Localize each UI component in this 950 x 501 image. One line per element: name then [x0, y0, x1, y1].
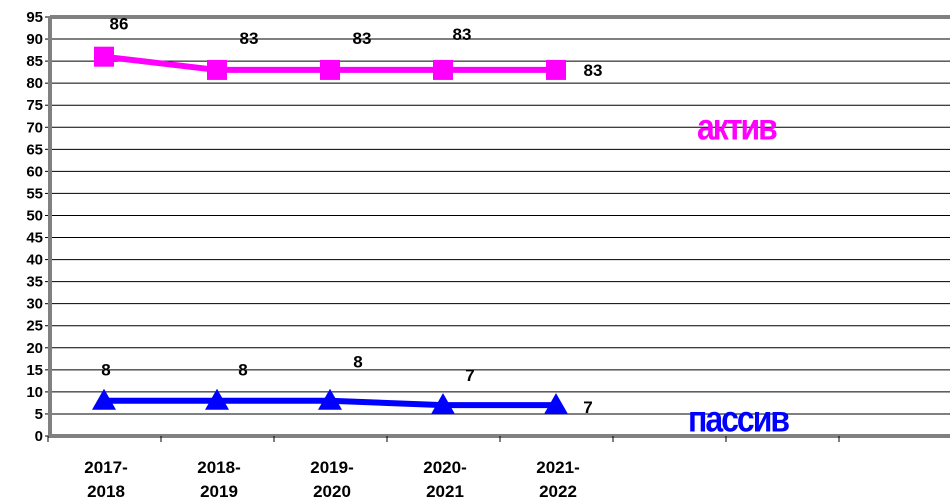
- y-tick-label-10: 10: [26, 384, 43, 401]
- y-axis-tick-labels: 0 5 10 15 20 25 30 35 40 45 50 55 60 65 70 75 80 85 90 95: [26, 9, 43, 445]
- x-tick-label-0-0: 2017-: [84, 458, 127, 477]
- y-tick-label-50: 50: [26, 207, 43, 224]
- marker-0-0: [94, 46, 114, 67]
- y-tick-label-75: 75: [26, 97, 43, 114]
- y-tick-label-15: 15: [26, 362, 43, 379]
- x-tick-label-2-1: 2020: [313, 482, 351, 501]
- x-tick-label-1-0: 2018-: [197, 458, 240, 477]
- data-label-1-4: 7: [583, 398, 592, 417]
- y-tick-label-85: 85: [26, 53, 43, 70]
- x-tick-label-2-0: 2019-: [310, 458, 353, 477]
- marker-1-3: [431, 393, 455, 415]
- x-tick-label-1-1: 2019: [200, 482, 238, 501]
- data-label-0-0: 86: [110, 15, 129, 34]
- data-label-1-2: 8: [353, 353, 362, 372]
- x-axis-tick-labels: 2017- 2018 2018- 2019 2019- 2020 2020- 2021 2021…: [84, 458, 579, 501]
- y-tick-label-45: 45: [26, 230, 43, 247]
- y-tick-label-25: 25: [26, 318, 43, 335]
- data-label-0-3: 83: [453, 25, 472, 44]
- y-tick-label-5: 5: [35, 406, 43, 423]
- x-tick-label-3-0: 2020-: [423, 458, 466, 477]
- x-tick-label-0-1: 2018: [87, 482, 125, 501]
- y-tick-label-70: 70: [26, 119, 43, 136]
- y-tick-label-90: 90: [26, 31, 43, 48]
- y-tick-label-20: 20: [26, 340, 43, 357]
- data-labels: 86 83 83 83 83 8 8 8 7 7: [101, 15, 602, 417]
- marker-0-3: [433, 59, 453, 80]
- x-tick-label-4-0: 2021-: [536, 458, 579, 477]
- y-tick-label-80: 80: [26, 75, 43, 92]
- axes: [45, 15, 950, 442]
- marker-0-1: [207, 59, 227, 80]
- y-tick-label-40: 40: [26, 252, 43, 269]
- y-tick-label-35: 35: [26, 274, 43, 291]
- series: [92, 46, 568, 415]
- data-label-0-2: 83: [353, 29, 372, 48]
- data-label-1-0: 8: [101, 361, 110, 380]
- y-tick-label-0: 0: [35, 428, 43, 445]
- data-label-0-1: 83: [240, 29, 259, 48]
- x-tick-label-3-1: 2021: [426, 482, 464, 501]
- marker-1-2: [318, 388, 342, 410]
- data-label-1-1: 8: [238, 361, 247, 380]
- y-tick-label-55: 55: [26, 185, 43, 202]
- y-tick-label-95: 95: [26, 9, 43, 26]
- data-label-1-3: 7: [465, 366, 474, 385]
- marker-1-1: [205, 388, 229, 410]
- marker-0-4: [546, 59, 566, 80]
- x-tick-label-4-1: 2022: [539, 482, 577, 501]
- marker-0-2: [320, 59, 340, 80]
- marker-1-0: [92, 388, 116, 410]
- y-tick-label-65: 65: [26, 141, 43, 158]
- y-tick-label-60: 60: [26, 163, 43, 180]
- y-tick-label-30: 30: [26, 296, 43, 313]
- legend-label-aktiv: актив: [697, 106, 778, 148]
- marker-1-4: [544, 393, 568, 415]
- legend-label-passiv: пассив: [688, 398, 790, 440]
- gridlines: [50, 16, 950, 415]
- data-label-0-4: 83: [584, 61, 603, 80]
